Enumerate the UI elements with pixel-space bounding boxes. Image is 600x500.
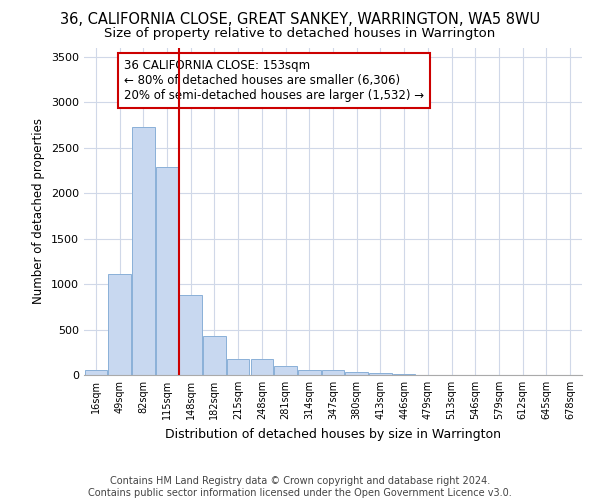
- Text: Contains HM Land Registry data © Crown copyright and database right 2024.
Contai: Contains HM Land Registry data © Crown c…: [88, 476, 512, 498]
- Bar: [85, 370, 107, 375]
- Bar: [393, 374, 415, 375]
- Bar: [346, 372, 368, 375]
- Y-axis label: Number of detached properties: Number of detached properties: [32, 118, 46, 304]
- X-axis label: Distribution of detached houses by size in Warrington: Distribution of detached houses by size …: [165, 428, 501, 440]
- Bar: [251, 359, 273, 375]
- Bar: [274, 366, 297, 375]
- Bar: [227, 359, 250, 375]
- Bar: [179, 295, 202, 375]
- Bar: [369, 372, 392, 375]
- Text: Size of property relative to detached houses in Warrington: Size of property relative to detached ho…: [104, 28, 496, 40]
- Text: 36 CALIFORNIA CLOSE: 153sqm
← 80% of detached houses are smaller (6,306)
20% of : 36 CALIFORNIA CLOSE: 153sqm ← 80% of det…: [124, 59, 424, 102]
- Bar: [322, 370, 344, 375]
- Bar: [156, 166, 178, 375]
- Bar: [298, 370, 320, 375]
- Bar: [109, 274, 131, 375]
- Bar: [203, 336, 226, 375]
- Text: 36, CALIFORNIA CLOSE, GREAT SANKEY, WARRINGTON, WA5 8WU: 36, CALIFORNIA CLOSE, GREAT SANKEY, WARR…: [60, 12, 540, 28]
- Bar: [132, 126, 155, 375]
